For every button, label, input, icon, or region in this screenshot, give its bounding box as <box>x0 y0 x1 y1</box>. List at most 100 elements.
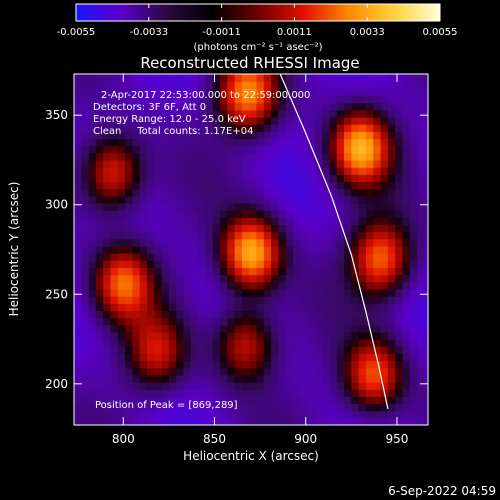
heatmap-cell <box>81 360 90 369</box>
heatmap-cell <box>395 88 404 97</box>
heatmap-cell <box>263 403 272 412</box>
heatmap-cell <box>307 195 316 204</box>
heatmap-cell <box>110 167 119 175</box>
heatmap-cell <box>74 253 82 261</box>
heatmap-cell <box>424 238 428 247</box>
heatmap-cell <box>154 303 163 311</box>
heatmap-cell <box>395 231 404 240</box>
heatmap-cell <box>344 317 352 326</box>
heatmap-cell <box>95 410 104 419</box>
heatmap-cell <box>344 403 352 412</box>
heatmap-cell <box>336 417 345 425</box>
heatmap-cell <box>307 360 316 369</box>
heatmap-cell <box>219 138 228 147</box>
heatmap-cell <box>307 317 316 326</box>
heatmap-cell <box>365 288 374 297</box>
heatmap-cell <box>125 131 133 140</box>
y-tick-label: 350 <box>45 108 68 122</box>
heatmap-cell <box>395 339 404 347</box>
heatmap-cell <box>256 310 265 319</box>
heatmap-cell <box>132 403 141 412</box>
heatmap-cell <box>125 346 133 354</box>
heatmap-cell <box>322 410 331 419</box>
heatmap-cell <box>241 217 250 226</box>
heatmap-cell <box>285 274 294 283</box>
heatmap-cell <box>271 74 279 82</box>
heatmap-cell <box>358 152 367 161</box>
heatmap-cell <box>227 410 236 419</box>
heatmap-cell <box>336 181 345 190</box>
heatmap-cell <box>176 274 185 283</box>
heatmap-cell <box>154 138 163 147</box>
heatmap-cell <box>329 202 338 211</box>
heatmap-cell <box>271 124 279 132</box>
heatmap-cell <box>103 288 112 297</box>
heatmap-cell <box>380 267 389 276</box>
heatmap-cell <box>292 360 301 369</box>
heatmap-cell <box>380 253 389 261</box>
heatmap-cell <box>146 245 155 254</box>
heatmap-cell <box>424 167 428 175</box>
heatmap-cell <box>314 152 323 161</box>
heatmap-cell <box>190 124 199 132</box>
heatmap-cell <box>292 296 301 304</box>
y-tick-label: 300 <box>45 198 68 212</box>
heatmap-cell <box>241 410 250 419</box>
heatmap-cell <box>424 152 428 161</box>
heatmap-cell <box>380 324 389 333</box>
heatmap-cell <box>329 167 338 175</box>
heatmap-cell <box>241 88 250 97</box>
heatmap-cell <box>417 281 425 290</box>
heatmap-cell <box>292 310 301 319</box>
heatmap-cell <box>212 138 221 147</box>
heatmap-cell <box>95 81 104 89</box>
heatmap-cell <box>402 217 411 226</box>
heatmap-cell <box>227 224 236 233</box>
heatmap-cell <box>95 346 104 354</box>
heatmap-cell <box>365 224 374 233</box>
heatmap-cell <box>336 288 345 297</box>
heatmap-cell <box>409 410 418 419</box>
heatmap-cell <box>278 124 287 132</box>
heatmap-cell <box>132 188 141 197</box>
heatmap-cell <box>139 353 148 362</box>
heatmap-cell <box>322 138 331 147</box>
heatmap-cell <box>212 317 221 326</box>
heatmap-cell <box>227 181 236 190</box>
heatmap-cell <box>285 124 294 132</box>
heatmap-cell <box>358 253 367 261</box>
heatmap-cell <box>241 396 250 405</box>
heatmap-cell <box>380 159 389 168</box>
heatmap-cell <box>183 95 192 104</box>
heatmap-cell <box>263 145 272 154</box>
heatmap-cell <box>88 102 97 111</box>
heatmap-cell <box>125 138 133 147</box>
heatmap-cell <box>176 288 185 297</box>
heatmap-cell <box>103 253 112 261</box>
heatmap-cell <box>117 410 126 419</box>
heatmap-cell <box>256 159 265 168</box>
heatmap-cell <box>132 324 141 333</box>
heatmap-cell <box>117 296 126 304</box>
heatmap-cell <box>176 231 185 240</box>
heatmap-cell <box>74 303 82 311</box>
heatmap-cell <box>249 331 258 340</box>
heatmap-cell <box>212 310 221 319</box>
heatmap-cell <box>380 339 389 347</box>
heatmap-cell <box>292 217 301 226</box>
heatmap-cell <box>161 88 170 97</box>
heatmap-cell <box>227 288 236 297</box>
heatmap-cell <box>219 224 228 233</box>
heatmap-cell <box>292 102 301 111</box>
heatmap-cell <box>322 152 331 161</box>
heatmap-cell <box>285 353 294 362</box>
heatmap-cell <box>110 231 119 240</box>
heatmap-cell <box>117 303 126 311</box>
heatmap-cell <box>373 238 382 247</box>
heatmap-cell <box>256 331 265 340</box>
heatmap-cell <box>249 224 258 233</box>
heatmap-cell <box>161 389 170 397</box>
heatmap-cell <box>154 88 163 97</box>
heatmap-cell <box>249 324 258 333</box>
heatmap-cell <box>344 417 352 425</box>
